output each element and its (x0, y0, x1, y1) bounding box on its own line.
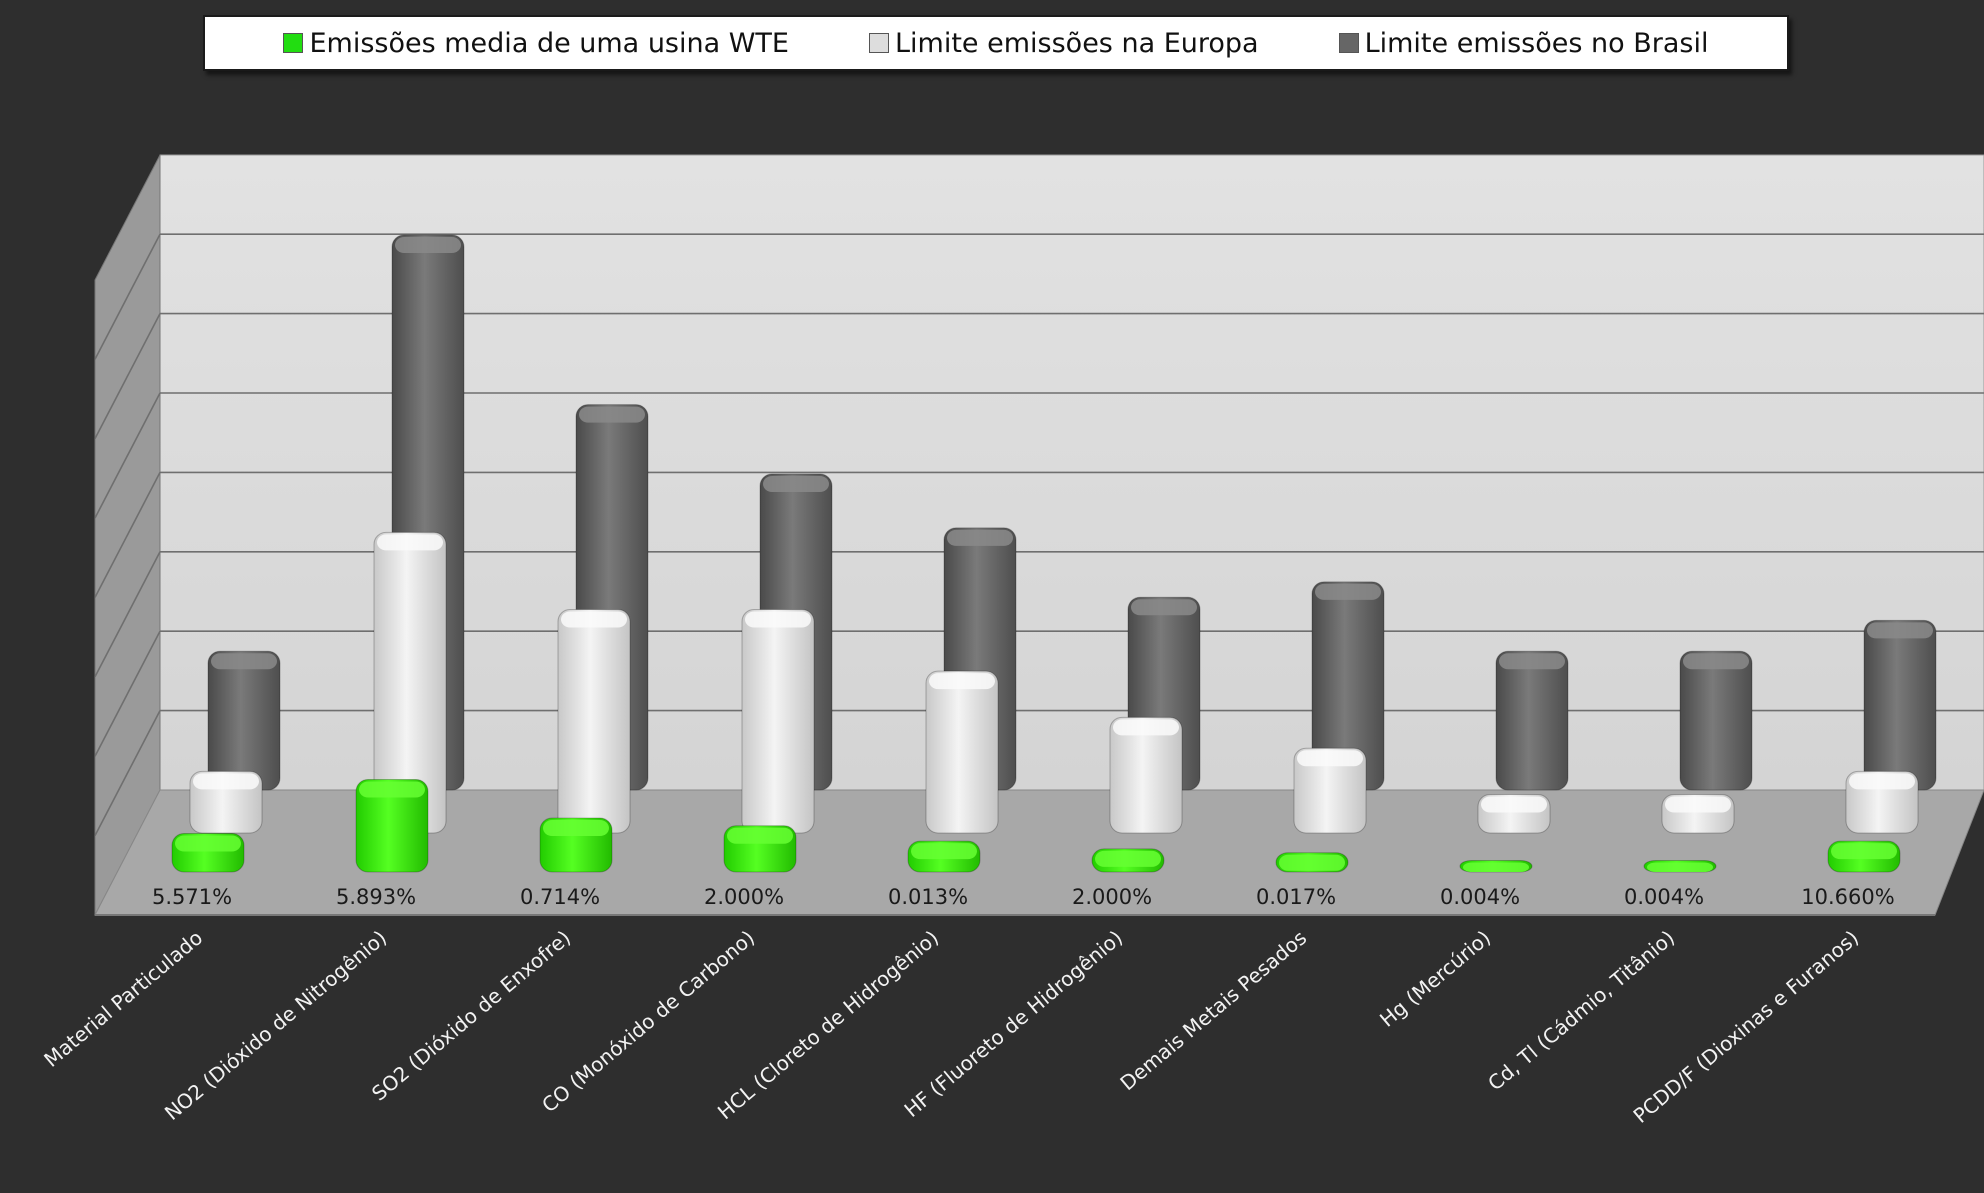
data-label-0: 5.571% (152, 885, 232, 909)
bar-wte-1 (355, 779, 429, 873)
gridline-side-2 (94, 630, 161, 757)
bar-europa-8 (1661, 793, 1735, 834)
category-label-7: Hg (Mercúrio) (1375, 925, 1495, 1031)
bar-wte-8 (1643, 859, 1717, 873)
data-label-1: 5.893% (336, 885, 416, 909)
data-label-6: 0.017% (1256, 885, 1336, 909)
data-label-4: 0.013% (888, 885, 968, 909)
gridline-side-1 (94, 710, 161, 836)
gridline-side-4 (94, 472, 161, 598)
data-label-8: 0.004% (1624, 885, 1704, 909)
data-label-2: 0.714% (520, 885, 600, 909)
legend-swatch-europa (869, 33, 889, 53)
bar-brasil-9 (1863, 619, 1937, 791)
legend-swatch-brasil (1338, 33, 1359, 53)
bar-brasil-6 (1311, 581, 1385, 791)
category-label-8: Cd, Tl (Cádmio, Titânio) (1483, 925, 1679, 1095)
category-label-3: CO (Monóxido de Carbono) (537, 925, 759, 1117)
bar-wte-6 (1275, 852, 1349, 873)
bar-brasil-0 (207, 650, 281, 791)
legend-label-wte: Emissões media de uma usina WTE (309, 27, 789, 59)
bar-wte-2 (539, 817, 613, 873)
gridline-side-3 (94, 551, 161, 678)
data-label-3: 2.000% (704, 885, 784, 909)
data-label-5: 2.000% (1072, 885, 1152, 909)
bar-brasil-7 (1495, 650, 1569, 791)
bar-wte-0 (171, 832, 245, 873)
bar-europa-9 (1845, 770, 1919, 834)
bar-brasil-8 (1679, 650, 1753, 791)
gridline-side-6 (94, 313, 161, 439)
chart-data-labels: 5.571% 5.893% 0.714% 2.000% 0.013% 2.000% 0.01… (152, 885, 1895, 909)
category-label-1: NO2 (Dióxido de Nitrogênio) (160, 925, 391, 1125)
bar-wte-9 (1827, 840, 1901, 873)
bar-europa-5 (1109, 716, 1183, 834)
category-label-5: HF (Fluoreto de Hidrogênio) (899, 925, 1127, 1122)
bar-europa-7 (1477, 793, 1551, 834)
legend-swatch-wte (283, 33, 304, 53)
bar-europa-6 (1293, 747, 1367, 834)
bar-europa-0 (189, 770, 263, 834)
bar-europa-4 (925, 670, 999, 834)
legend-item-wte: Emissões media de uma usina WTE (283, 28, 789, 59)
legend-item-brasil: Limite emissões no Brasil (1338, 27, 1709, 59)
category-label-4: HCL (Cloreto de Hidrogênio) (713, 925, 943, 1124)
chart-bars (171, 234, 1937, 873)
bar-wte-5 (1091, 848, 1165, 873)
bar-wte-7 (1459, 859, 1533, 873)
bar-wte-3 (723, 825, 797, 873)
chart-legend: Emissões media de uma usina WTE Limite e… (203, 15, 1789, 71)
legend-item-europa: Limite emissões na Europa (869, 28, 1259, 59)
category-label-6: Demais Metais Pesados (1115, 925, 1311, 1095)
bar-europa-3 (741, 608, 815, 834)
legend-label-brasil: Limite emissões no Brasil (1364, 27, 1709, 59)
category-label-2: SO2 (Dióxido de Enxofre) (367, 925, 575, 1105)
data-label-7: 0.004% (1440, 885, 1520, 909)
bar-europa-2 (557, 608, 631, 834)
data-label-9: 10.660% (1801, 885, 1894, 909)
gridline-side-5 (94, 392, 161, 519)
bar-wte-4 (907, 840, 981, 873)
category-label-0: Material Particulado (39, 925, 207, 1071)
gridline-side-7 (94, 233, 161, 360)
legend-label-europa: Limite emissões na Europa (895, 27, 1259, 59)
